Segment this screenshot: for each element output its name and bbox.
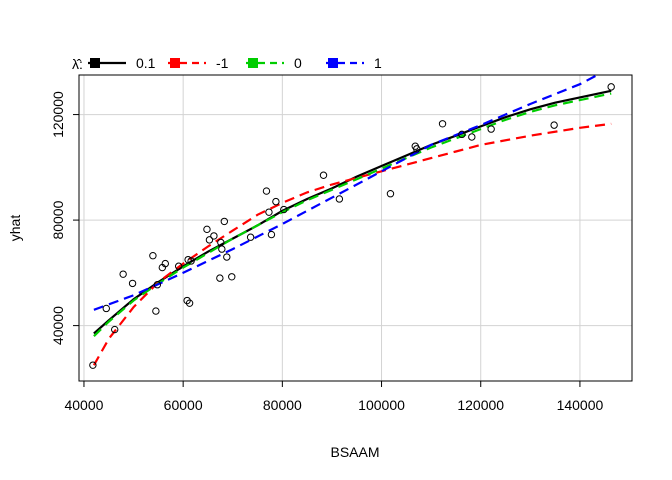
- data-point: [335, 195, 344, 203]
- series-line-1: [92, 122, 612, 366]
- data-point: [187, 257, 195, 265]
- legend-label-3: 1: [374, 55, 382, 71]
- data-point: [205, 236, 214, 244]
- data-point: [413, 145, 421, 153]
- series-line-0: [93, 89, 612, 335]
- data-point: [265, 208, 273, 216]
- data-point: [89, 361, 97, 369]
- data-point: [220, 217, 229, 226]
- legend-swatch-0: [90, 58, 100, 68]
- points-layer: [89, 83, 615, 369]
- x-tick-label: 60000: [164, 397, 203, 413]
- legend-swatch-3: [328, 58, 338, 68]
- x-axis-label: BSAAM: [330, 444, 379, 460]
- series-layer: [92, 74, 612, 366]
- series-line-2: [93, 92, 612, 337]
- data-point: [111, 325, 119, 334]
- data-point: [550, 121, 558, 129]
- y-axis-label: yhat: [7, 215, 23, 242]
- series-line-3: [93, 74, 598, 311]
- data-point: [128, 279, 137, 288]
- data-point: [102, 304, 110, 313]
- data-point: [218, 245, 226, 253]
- legend-title: λ̂:: [72, 56, 83, 72]
- y-tick-label: 40000: [50, 306, 66, 345]
- data-point: [152, 307, 160, 315]
- legend-swatch-2: [248, 58, 258, 68]
- data-point: [386, 190, 395, 198]
- x-tick-label: 40000: [64, 397, 103, 413]
- x-tick-label: 100000: [358, 397, 405, 413]
- data-point: [280, 205, 288, 214]
- legend-swatch-1: [170, 58, 180, 68]
- data-point: [228, 273, 236, 281]
- data-point: [319, 171, 328, 179]
- data-point: [153, 281, 162, 289]
- data-point: [203, 225, 211, 234]
- data-point: [119, 270, 127, 278]
- y-tick-label: 120000: [50, 91, 66, 138]
- legend: λ̂: 0.1 -1 0 1: [72, 55, 382, 72]
- grid: [79, 75, 632, 381]
- data-point: [223, 253, 231, 261]
- data-point: [607, 83, 615, 91]
- data-point: [487, 125, 495, 133]
- data-point: [149, 251, 157, 260]
- data-point: [246, 233, 255, 241]
- y-tick-label: 80000: [50, 200, 66, 239]
- data-point: [174, 262, 183, 270]
- x-tick-label: 80000: [263, 397, 302, 413]
- data-point: [438, 120, 447, 128]
- data-point: [183, 296, 191, 305]
- plot-frame: [78, 74, 633, 382]
- legend-label-2: 0: [294, 55, 302, 71]
- legend-label-1: -1: [216, 55, 229, 71]
- x-tick-label: 120000: [457, 397, 504, 413]
- x-axis: 40000 60000 80000 100000 120000 140000: [64, 380, 604, 413]
- data-point: [161, 259, 169, 268]
- y-axis: 40000 80000 120000: [50, 91, 80, 345]
- x-tick-label: 140000: [557, 397, 604, 413]
- data-point: [267, 230, 276, 239]
- data-point: [262, 187, 271, 195]
- data-point: [272, 197, 280, 206]
- data-point: [458, 130, 466, 139]
- data-point: [216, 274, 224, 282]
- legend-label-0: 0.1: [136, 55, 156, 71]
- data-point: [468, 133, 476, 141]
- data-point: [210, 232, 218, 240]
- data-point: [185, 299, 194, 307]
